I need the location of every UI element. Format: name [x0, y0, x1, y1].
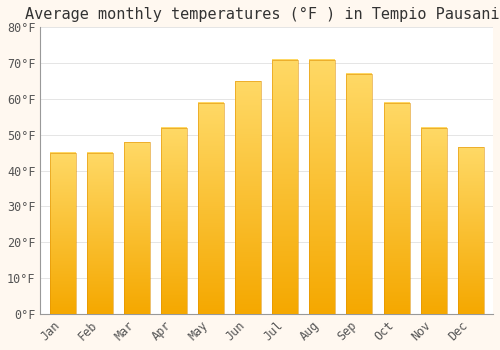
Title: Average monthly temperatures (°F ) in Tempio Pausania: Average monthly temperatures (°F ) in Te… [25, 7, 500, 22]
Bar [198, 103, 224, 314]
Bar [310, 60, 336, 314]
Bar [86, 153, 113, 314]
Bar [235, 81, 261, 314]
Bar [50, 153, 76, 314]
Bar [420, 128, 446, 314]
Bar [124, 142, 150, 314]
Bar [161, 128, 187, 314]
Bar [346, 74, 372, 314]
Bar [384, 103, 409, 314]
Bar [272, 60, 298, 314]
Bar [458, 147, 484, 314]
